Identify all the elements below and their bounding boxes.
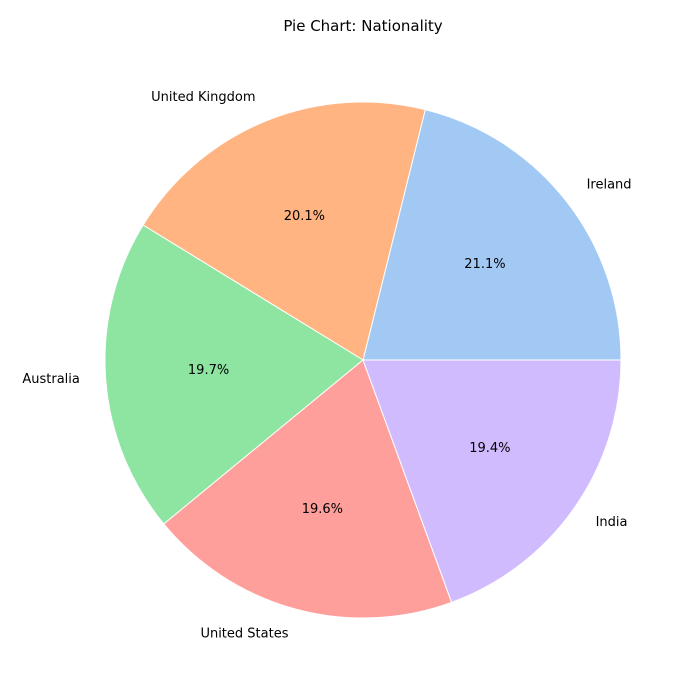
slice-label-australia: Australia	[22, 372, 80, 387]
pie-slice-india	[362, 359, 622, 603]
slice-label-india: India	[596, 515, 628, 530]
pie-slices	[104, 101, 622, 619]
slice-percent-united-kingdom: 20.1%	[284, 209, 325, 224]
chart-title: Pie Chart: Nationality	[283, 17, 442, 35]
slice-percent-united-states: 19.6%	[302, 502, 343, 517]
pie-labels: Ireland 21.1% United Kingdom 20.1% Australia…	[22, 90, 631, 642]
pie-slice-united-states	[163, 359, 453, 619]
pie-slice-united-kingdom	[142, 101, 426, 361]
slice-percent-india: 19.4%	[469, 441, 510, 456]
pie-slice-australia	[104, 224, 364, 525]
slice-label-united-states: United States	[200, 626, 288, 641]
pie-slice-ireland	[362, 109, 622, 361]
slice-percent-australia: 19.7%	[188, 363, 229, 378]
slice-label-united-kingdom: United Kingdom	[151, 90, 255, 105]
slice-percent-ireland: 21.1%	[464, 257, 505, 272]
slice-label-ireland: Ireland	[587, 178, 632, 193]
